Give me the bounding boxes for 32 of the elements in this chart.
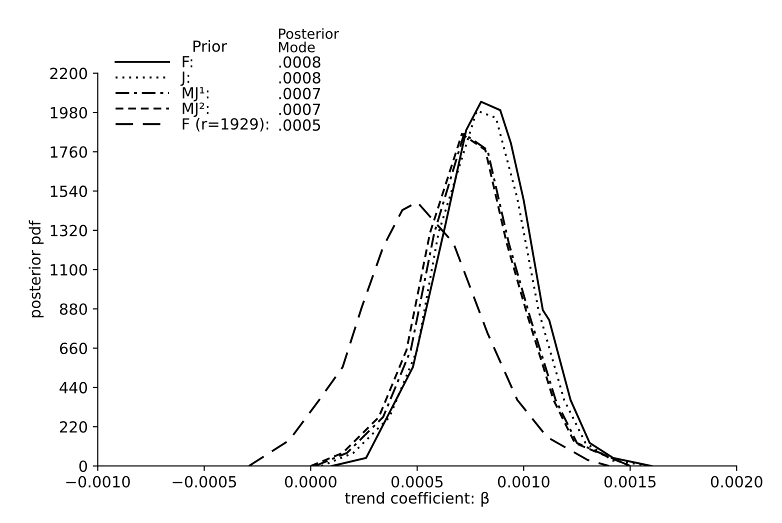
y-tick-label: 440 (60, 382, 88, 394)
x-tick-label: 0.0010 (498, 476, 550, 488)
y-tick-label: 220 (60, 421, 88, 433)
text: Posterior Mode (279, 28, 340, 52)
x-tick-label: −0.0005 (172, 476, 236, 488)
y-tick-label: 880 (60, 303, 88, 315)
y-tick-label: 1980 (50, 106, 88, 119)
text: .0008 (279, 56, 320, 68)
x-tick-label: 0.0005 (391, 476, 443, 488)
x-tick-label: 0.0015 (604, 476, 656, 488)
legend-label: J: (180, 72, 190, 86)
legend-label: F: (182, 56, 192, 68)
legend-label: MJ¹: (182, 87, 208, 102)
legend-label: MJ²: (182, 102, 208, 117)
x-tick-label: 0.0000 (284, 476, 336, 488)
y-tick-label: 2200 (50, 68, 88, 80)
x-axis-title: trend coefficient: β (345, 492, 489, 507)
y-tick-label: 1540 (50, 186, 88, 198)
y-tick-label: 1760 (50, 146, 88, 158)
y-tick-label: 0 (79, 460, 88, 472)
y-tick-label: 660 (60, 342, 88, 354)
y-tick-label: 1320 (50, 224, 88, 236)
annotation: .0005 (279, 119, 320, 131)
x-tick-label: 0.0020 (710, 476, 762, 488)
legend-label: F (r=1929): (182, 118, 268, 132)
annotation: .0007 (279, 104, 320, 116)
legend-title: Prior (193, 40, 228, 52)
y-axis-title: posterior pdf (28, 220, 44, 318)
y-tick-label: 1100 (50, 264, 88, 276)
annotation: .0007 (279, 88, 320, 100)
x-tick-label: −0.0010 (66, 476, 130, 488)
annotation: .0008 (279, 72, 320, 84)
